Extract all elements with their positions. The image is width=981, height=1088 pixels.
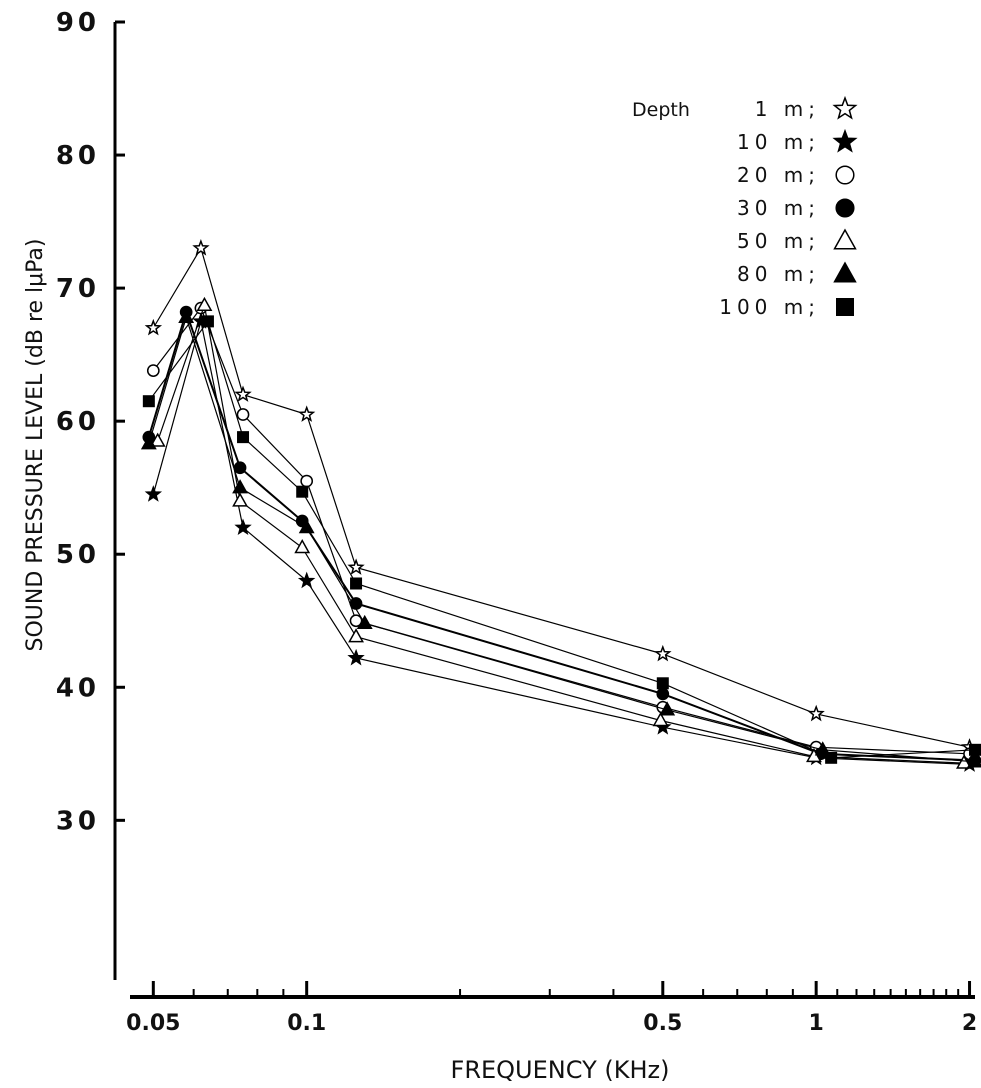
data-point: [196, 296, 213, 312]
data-point: [956, 754, 972, 769]
data-point: [356, 614, 373, 630]
series-2: [146, 301, 976, 761]
data-point: [142, 395, 155, 408]
data-point: [201, 315, 214, 328]
series-line: [152, 246, 970, 748]
data-point: [347, 648, 365, 666]
legend-marker: [833, 228, 857, 250]
legend: Depth 1 m; 10 m; 20 m; 30 m; 50 m; 80 m; 100 m;: [632, 95, 858, 319]
legend-label: 20 m;: [737, 163, 820, 187]
data-point: [294, 539, 311, 554]
y-tick-label: 70: [56, 274, 100, 304]
series-layer: [140, 239, 981, 772]
data-point: [967, 753, 981, 768]
data-point: [347, 558, 365, 575]
y-tick-label: 80: [56, 141, 100, 171]
data-point: [232, 479, 248, 494]
x-axis-label: FREQUENCY (KHz): [451, 1056, 670, 1084]
data-point: [149, 432, 166, 447]
data-point: [232, 492, 248, 507]
data-point: [233, 461, 247, 475]
x-tick-label: 0.1: [287, 1011, 326, 1036]
legend-label: 80 m;: [737, 262, 820, 286]
legend-label: 10 m;: [737, 130, 820, 154]
x-tick-label: 1: [809, 1011, 824, 1036]
data-point: [969, 743, 981, 756]
data-point: [140, 435, 157, 450]
data-point: [146, 364, 160, 377]
y-tick-label: 30: [56, 806, 100, 836]
data-point: [652, 712, 669, 727]
legend-title: Depth: [632, 99, 690, 121]
data-point: [234, 385, 252, 402]
series-3: [142, 305, 981, 767]
axes: 30 40 50 60 70 80 90 0.05 0.1 0.5 1 2: [56, 8, 977, 1036]
legend-marker: [833, 261, 857, 283]
series-6: [142, 315, 981, 764]
series-5: [140, 308, 981, 768]
y-tick-label: 60: [56, 407, 100, 437]
legend-label: 100 m;: [719, 295, 820, 319]
series-0: [144, 239, 979, 755]
series-line: [148, 315, 976, 763]
data-point: [656, 687, 670, 701]
series-line: [148, 320, 976, 759]
legend-marker: [835, 165, 855, 185]
y-tick-label: 40: [56, 673, 100, 703]
legend-label: 50 m;: [737, 229, 820, 253]
data-point: [237, 431, 250, 444]
data-point: [297, 571, 316, 589]
data-point: [297, 405, 316, 422]
data-point: [348, 628, 364, 643]
y-tick-label: 50: [56, 540, 100, 570]
data-point: [236, 408, 250, 421]
data-point: [144, 485, 163, 502]
x-tick-label: 2: [962, 1011, 977, 1036]
legend-label: 30 m;: [737, 196, 820, 220]
data-point: [350, 577, 363, 590]
data-point: [298, 519, 315, 534]
legend-marker: [832, 95, 858, 120]
legend-label: 1 m;: [755, 97, 820, 121]
data-point: [144, 318, 163, 336]
series-line: [157, 303, 964, 764]
legend-marker: [836, 298, 854, 316]
legend-marker: [832, 128, 858, 153]
data-point: [296, 485, 309, 498]
data-point: [192, 239, 210, 256]
data-point: [300, 474, 314, 488]
data-point: [234, 518, 252, 536]
y-tick-label: 90: [56, 8, 100, 38]
data-point: [825, 751, 838, 764]
legend-marker: [835, 198, 855, 218]
data-point: [178, 308, 195, 324]
x-tick-label: 0.5: [643, 1011, 682, 1036]
data-point: [659, 701, 676, 716]
series-1: [144, 312, 979, 772]
series-line: [152, 306, 970, 755]
data-point: [807, 704, 825, 722]
series-4: [149, 296, 972, 769]
x-tick-label: 0.05: [126, 1011, 180, 1036]
data-point: [656, 677, 669, 690]
y-axis-label: SOUND PRESSURE LEVEL (dB re lμPa): [23, 239, 48, 652]
series-line: [152, 321, 970, 765]
data-point: [654, 644, 672, 662]
